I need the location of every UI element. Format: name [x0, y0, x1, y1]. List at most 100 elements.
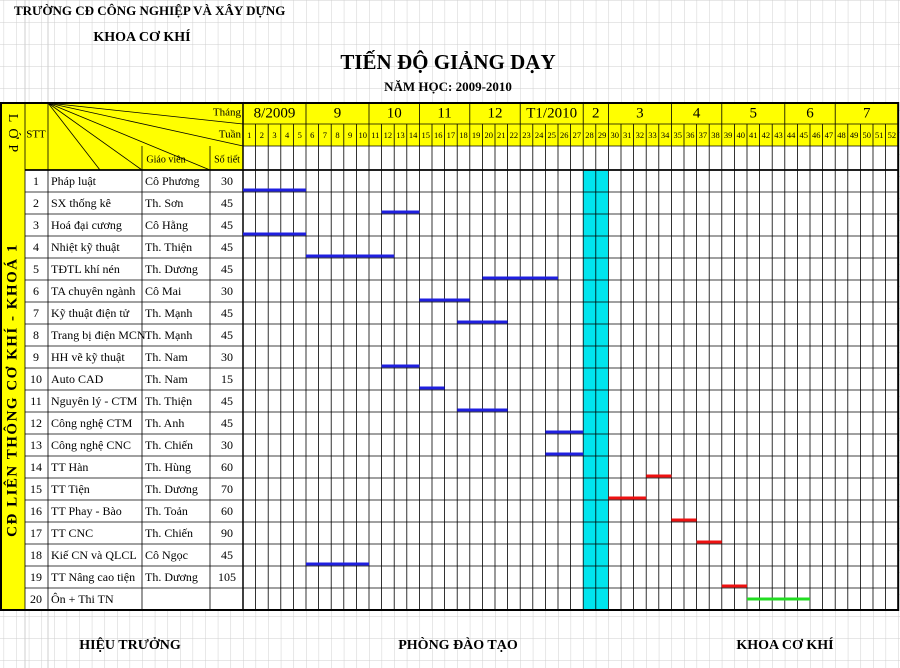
diagonal [47, 102, 101, 171]
week-number: 43 [774, 130, 783, 140]
row-subject: TT Phay - Bào [51, 504, 122, 518]
row-subject: Nguyên lý - CTM [51, 394, 138, 408]
row-subject: Công nghệ CTM [51, 416, 133, 430]
row-teacher: Cô Hằng [145, 218, 188, 232]
row-stt: 13 [30, 438, 42, 452]
month-label: 3 [636, 105, 644, 121]
row-stt: 20 [30, 592, 42, 606]
week-number: 44 [787, 130, 796, 140]
row-stt: 5 [33, 262, 39, 276]
week-number: 35 [673, 130, 682, 140]
week-number: 38 [711, 130, 720, 140]
week-number: 47 [825, 130, 834, 140]
month-header: Tháng [213, 107, 242, 119]
week-header: Tuần [219, 129, 242, 141]
lop: LỚP [5, 114, 22, 158]
diagonal [47, 102, 244, 125]
row-stt: 1 [33, 174, 39, 188]
week-number: 28 [585, 130, 594, 140]
week-number: 45 [799, 130, 808, 140]
week-number: 8 [335, 130, 339, 140]
week-number: 36 [686, 130, 695, 140]
row-stt: 15 [30, 482, 42, 496]
row-subject: Pháp luật [51, 174, 97, 188]
row-subject: TA chuyên ngành [51, 284, 135, 298]
week-number: 20 [484, 130, 493, 140]
row-stt: 10 [30, 372, 42, 386]
row-subject: Công nghệ CNC [51, 438, 131, 452]
month-label: 6 [806, 105, 814, 121]
row-subject: Hoá đại cương [51, 218, 122, 232]
week-number: 3 [272, 130, 276, 140]
week-number: 26 [560, 130, 569, 140]
week-number: 5 [298, 130, 302, 140]
row-subject: TT Nâng cao tiện [51, 570, 135, 584]
week-number: 11 [371, 130, 379, 140]
row-subject: HH vẽ kỹ thuật [51, 350, 125, 364]
row-hours: 30 [221, 284, 233, 298]
header-yellow [0, 103, 243, 170]
row-teacher: Cô Mai [145, 284, 182, 298]
row-hours: 45 [221, 548, 233, 562]
class-name: CĐ LIÊN THÔNG CƠ KHÍ - KHOÁ 1 [3, 243, 20, 537]
week-number: 4 [285, 130, 290, 140]
row-subject: Nhiệt kỹ thuật [51, 240, 120, 254]
row-teacher: Cô Ngọc [145, 548, 188, 562]
week-number: 15 [421, 130, 430, 140]
month-label: 11 [437, 105, 451, 121]
month-label: 9 [334, 105, 342, 121]
week-number: 39 [724, 130, 733, 140]
month-label: 12 [488, 105, 503, 121]
row-hours: 45 [221, 196, 233, 210]
row-teacher: Th. Nam [145, 350, 188, 364]
row-teacher: Th. Chiến [145, 526, 193, 540]
week-number: 9 [348, 130, 352, 140]
week-number: 24 [535, 130, 544, 140]
row-subject: TĐTL khí nén [51, 262, 120, 276]
row-subject: TT CNC [51, 526, 93, 540]
row-hours: 45 [221, 262, 233, 276]
week-number: 30 [610, 130, 619, 140]
row-subject: Auto CAD [51, 372, 104, 386]
row-teacher: Th. Mạnh [145, 328, 192, 342]
week-number: 10 [358, 130, 367, 140]
diagonal [47, 102, 211, 171]
week-number: 6 [310, 130, 314, 140]
row-teacher: Th. Anh [145, 416, 184, 430]
row-stt: 12 [30, 416, 42, 430]
week-number: 1 [247, 130, 251, 140]
week-number: 22 [510, 130, 519, 140]
month-label: 10 [387, 105, 402, 121]
week-number: 2 [260, 130, 264, 140]
footer-center: PHÒNG ĐÀO TẠO [398, 636, 518, 653]
row-stt: 6 [33, 284, 39, 298]
month-label: 7 [863, 105, 871, 121]
week-number: 51 [875, 130, 884, 140]
month-label: 5 [750, 105, 758, 121]
row-teacher: Th. Toản [145, 504, 188, 518]
row-subject: TT Hàn [51, 460, 88, 474]
row-teacher: Th. Dương [145, 570, 198, 584]
footer-right: KHOA CƠ KHÍ [736, 636, 833, 653]
week-number: 7 [323, 130, 327, 140]
week-number: 52 [888, 130, 897, 140]
row-subject: Kiế CN và QLCL [51, 548, 137, 562]
week-number: 27 [573, 130, 582, 140]
row-hours: 45 [221, 218, 233, 232]
week-number: 17 [447, 130, 456, 140]
row-hours: 45 [221, 328, 233, 342]
row-stt: 4 [33, 240, 39, 254]
week-number: 48 [837, 130, 846, 140]
week-number: 46 [812, 130, 821, 140]
week-number: 18 [459, 130, 468, 140]
row-stt: 17 [30, 526, 42, 540]
row-hours: 70 [221, 482, 233, 496]
row-teacher: Th. Mạnh [145, 306, 192, 320]
week-number: 34 [661, 130, 670, 140]
row-hours: 30 [221, 438, 233, 452]
week-number: 49 [850, 130, 859, 140]
diagonal [47, 102, 244, 147]
school: TRƯỜNG CĐ CÔNG NGHIỆP VÀ XÂY DỰNG [14, 3, 285, 18]
